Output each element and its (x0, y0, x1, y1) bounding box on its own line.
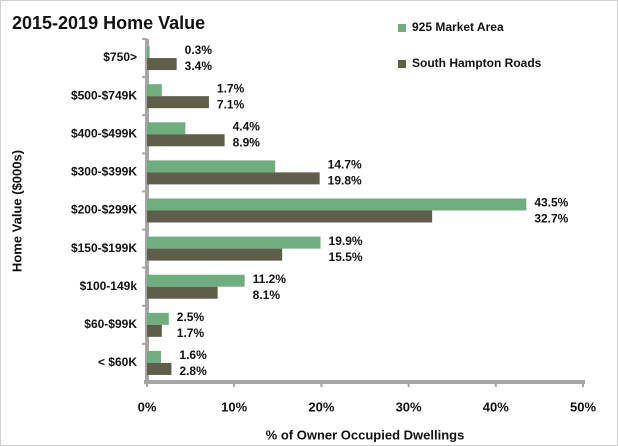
bar (147, 134, 225, 147)
bar (147, 160, 276, 173)
data-label: 3.4% (185, 59, 213, 73)
bar (147, 248, 283, 261)
data-label: 19.9% (329, 234, 363, 248)
data-label: 7.1% (217, 97, 245, 111)
data-label: 1.7% (217, 81, 245, 95)
data-label: 4.4% (233, 119, 261, 133)
data-label: 8.9% (233, 135, 261, 149)
bar (147, 312, 169, 325)
bar (147, 274, 245, 287)
data-label: 1.7% (177, 326, 205, 340)
bar (147, 236, 321, 249)
bar (147, 172, 320, 185)
x-tick-label: 20% (308, 399, 334, 414)
y-tick-label: $500-$749K (71, 88, 137, 102)
legend-swatch (398, 24, 406, 32)
y-tick-label: $300-$399K (71, 165, 137, 179)
y-tick-label: < $60K (98, 355, 137, 369)
y-tick-label: $400-$499K (71, 126, 137, 140)
bar (147, 286, 218, 299)
legend-label: 925 Market Area (412, 20, 504, 34)
y-tick-label: $60-$99K (84, 317, 137, 331)
bar (147, 122, 186, 135)
y-tick-label: $150-$199K (71, 241, 137, 255)
data-label: 19.8% (328, 174, 362, 188)
y-tick-label: $750> (103, 50, 137, 64)
y-tick-label: $200-$299K (71, 203, 137, 217)
bar (147, 96, 209, 109)
data-label: 14.7% (328, 158, 362, 172)
data-label: 43.5% (534, 196, 568, 210)
bar (147, 46, 150, 59)
y-tick-label: $100-149k (80, 279, 138, 293)
data-label: 2.5% (177, 310, 205, 324)
x-axis-label: % of Owner Occupied Dwellings (266, 427, 465, 442)
bar (147, 198, 527, 211)
legend-label: South Hampton Roads (412, 56, 542, 70)
bar (147, 324, 162, 337)
chart-title: 2015-2019 Home Value (12, 13, 205, 33)
data-label: 8.1% (253, 288, 281, 302)
y-axis-label: Home Value ($000s) (9, 150, 24, 272)
x-tick-label: 0% (138, 399, 157, 414)
bar (147, 84, 162, 97)
data-label: 0.3% (185, 43, 213, 57)
bar (147, 210, 433, 223)
x-tick-label: 10% (221, 399, 247, 414)
legend-swatch (398, 60, 406, 68)
data-label: 32.7% (534, 212, 568, 226)
data-label: 11.2% (253, 272, 287, 286)
bar (147, 58, 177, 71)
x-tick-label: 30% (396, 399, 422, 414)
x-tick-label: 50% (570, 399, 596, 414)
data-label: 15.5% (329, 250, 363, 264)
x-tick-label: 40% (483, 399, 509, 414)
bar (147, 350, 161, 363)
data-label: 1.6% (179, 348, 207, 362)
bar (147, 362, 172, 375)
data-label: 2.8% (179, 364, 207, 378)
